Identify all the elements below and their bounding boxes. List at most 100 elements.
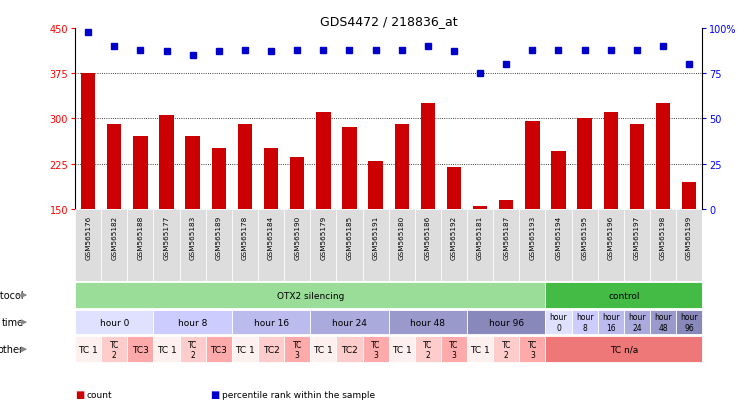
Bar bbox=[75, 209, 101, 281]
Text: GSM565197: GSM565197 bbox=[634, 215, 640, 259]
Text: count: count bbox=[86, 390, 112, 399]
Text: TC 1: TC 1 bbox=[78, 345, 98, 354]
Bar bbox=[101, 337, 128, 362]
Text: hour 24: hour 24 bbox=[332, 318, 367, 327]
Bar bbox=[238, 125, 252, 209]
Text: other: other bbox=[0, 344, 24, 354]
Bar bbox=[441, 209, 467, 281]
Text: hour
8: hour 8 bbox=[576, 313, 593, 332]
Text: GSM565186: GSM565186 bbox=[425, 215, 431, 259]
Text: TC 1: TC 1 bbox=[157, 345, 176, 354]
Bar bbox=[310, 311, 389, 335]
Bar bbox=[572, 209, 598, 281]
Bar bbox=[598, 209, 624, 281]
Text: control: control bbox=[608, 291, 640, 300]
Bar bbox=[598, 311, 624, 335]
Bar bbox=[545, 311, 572, 335]
Bar bbox=[629, 125, 644, 209]
Bar bbox=[264, 149, 279, 209]
Bar bbox=[676, 209, 702, 281]
Bar bbox=[75, 282, 545, 308]
Text: TC
2: TC 2 bbox=[502, 340, 511, 359]
Bar bbox=[369, 161, 383, 209]
Text: GSM565180: GSM565180 bbox=[399, 215, 405, 259]
Bar bbox=[525, 122, 539, 209]
Bar bbox=[473, 206, 487, 209]
Bar bbox=[107, 125, 122, 209]
Bar bbox=[232, 337, 258, 362]
Text: TC3: TC3 bbox=[210, 345, 228, 354]
Bar bbox=[545, 282, 702, 308]
Text: TC 1: TC 1 bbox=[470, 345, 490, 354]
Bar bbox=[467, 311, 545, 335]
Text: GSM565184: GSM565184 bbox=[268, 215, 274, 259]
Bar bbox=[153, 209, 179, 281]
Bar bbox=[159, 116, 173, 209]
Text: TC
2: TC 2 bbox=[110, 340, 119, 359]
Bar bbox=[232, 311, 310, 335]
Bar bbox=[389, 311, 467, 335]
Text: GSM565199: GSM565199 bbox=[686, 215, 692, 259]
Text: TC
2: TC 2 bbox=[423, 340, 433, 359]
Text: hour
0: hour 0 bbox=[550, 313, 567, 332]
Text: hour
48: hour 48 bbox=[654, 313, 672, 332]
Bar bbox=[179, 337, 206, 362]
Text: OTX2 silencing: OTX2 silencing bbox=[276, 291, 344, 300]
Bar bbox=[545, 209, 572, 281]
Bar bbox=[316, 113, 330, 209]
Bar bbox=[75, 311, 153, 335]
Bar bbox=[493, 337, 519, 362]
Text: hour 96: hour 96 bbox=[489, 318, 523, 327]
Bar bbox=[421, 104, 435, 209]
Text: GSM565198: GSM565198 bbox=[660, 215, 666, 259]
Text: GSM565192: GSM565192 bbox=[451, 215, 457, 259]
Text: GSM565185: GSM565185 bbox=[346, 215, 352, 259]
Bar bbox=[153, 311, 232, 335]
Bar bbox=[185, 137, 200, 209]
Text: TC2: TC2 bbox=[263, 345, 279, 354]
Bar bbox=[682, 182, 696, 209]
Text: TC
2: TC 2 bbox=[188, 340, 198, 359]
Bar bbox=[206, 209, 232, 281]
Bar bbox=[551, 152, 566, 209]
Text: hour 8: hour 8 bbox=[178, 318, 207, 327]
Bar bbox=[342, 128, 357, 209]
Text: protocol: protocol bbox=[0, 290, 24, 300]
Text: TC n/a: TC n/a bbox=[610, 345, 638, 354]
Text: GSM565189: GSM565189 bbox=[216, 215, 222, 259]
Bar bbox=[153, 337, 179, 362]
Text: GSM565181: GSM565181 bbox=[477, 215, 483, 259]
Text: TC 1: TC 1 bbox=[235, 345, 255, 354]
Bar bbox=[128, 209, 153, 281]
Bar bbox=[310, 209, 336, 281]
Bar bbox=[499, 200, 514, 209]
Bar bbox=[133, 137, 148, 209]
Bar bbox=[493, 209, 519, 281]
Text: hour 16: hour 16 bbox=[254, 318, 288, 327]
Text: GSM565188: GSM565188 bbox=[137, 215, 143, 259]
Bar bbox=[101, 209, 128, 281]
Bar bbox=[650, 209, 676, 281]
Bar bbox=[415, 209, 441, 281]
Bar bbox=[363, 337, 389, 362]
Bar bbox=[676, 311, 702, 335]
Text: GSM565193: GSM565193 bbox=[529, 215, 535, 259]
Bar bbox=[258, 209, 284, 281]
Bar bbox=[206, 337, 232, 362]
Text: GSM565176: GSM565176 bbox=[85, 215, 91, 259]
Text: GSM565183: GSM565183 bbox=[190, 215, 196, 259]
Text: GSM565177: GSM565177 bbox=[164, 215, 170, 259]
Bar bbox=[336, 337, 363, 362]
Bar bbox=[389, 337, 415, 362]
Bar bbox=[519, 209, 545, 281]
Bar bbox=[336, 209, 363, 281]
Bar bbox=[578, 119, 592, 209]
Bar bbox=[232, 209, 258, 281]
Bar bbox=[81, 74, 95, 209]
Bar bbox=[290, 158, 304, 209]
Bar bbox=[310, 337, 336, 362]
Text: TC
3: TC 3 bbox=[528, 340, 537, 359]
Text: TC
3: TC 3 bbox=[371, 340, 380, 359]
Text: GSM565196: GSM565196 bbox=[608, 215, 614, 259]
Bar bbox=[447, 167, 461, 209]
